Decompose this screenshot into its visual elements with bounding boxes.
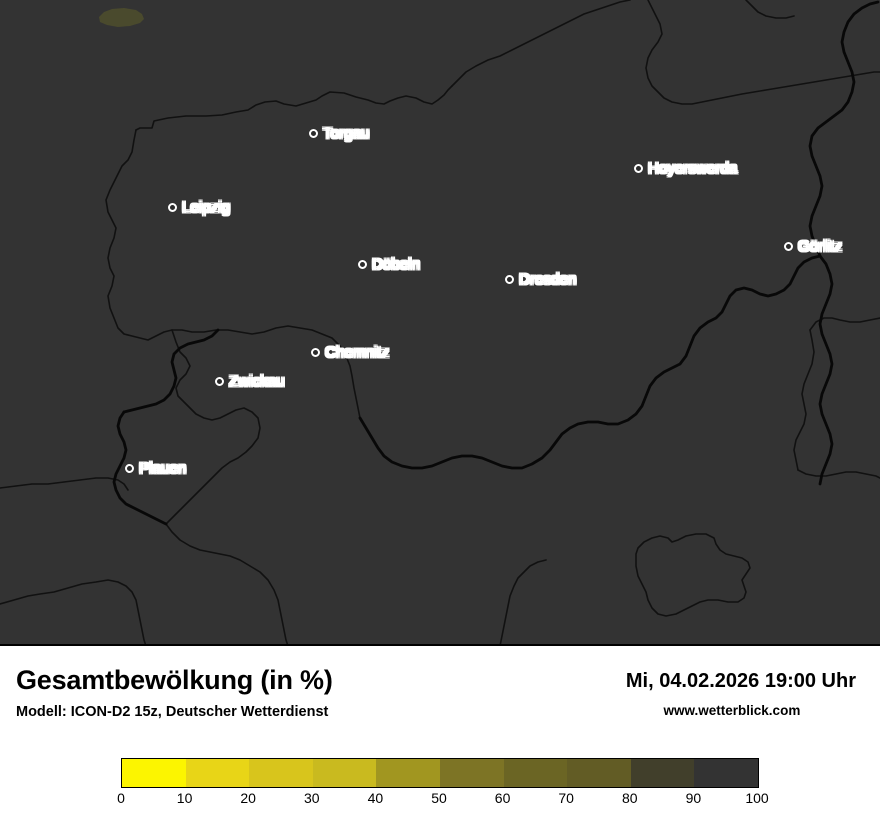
city-label-goerlitz: Görlitz xyxy=(798,238,843,255)
city-dot-icon xyxy=(168,203,177,212)
footer-panel: Gesamtbewölkung (in %) Modell: ICON-D2 1… xyxy=(0,646,880,830)
city-label-hoyerswerda: Hoyerswerda xyxy=(648,160,738,177)
meta-block: Mi, 04.02.2026 19:00 Uhr www.wetterblick… xyxy=(626,670,856,718)
map-background xyxy=(0,0,880,646)
colorbar-tick-20: 20 xyxy=(240,790,256,806)
city-marker-dresden[interactable]: Dresden xyxy=(505,271,576,288)
colorbar-segment-0-10 xyxy=(122,759,186,787)
colorbar-tick-50: 50 xyxy=(431,790,447,806)
city-dot-icon xyxy=(784,242,793,251)
colorbar-tick-0: 0 xyxy=(117,790,125,806)
valid-time-label: Mi, 04.02.2026 19:00 Uhr xyxy=(625,670,856,692)
colorbar-segment-30-40 xyxy=(312,759,377,787)
title-block: Gesamtbewölkung (in %) Modell: ICON-D2 1… xyxy=(16,665,333,720)
colorbar-segment-40-50 xyxy=(376,759,440,787)
city-marker-zwickau[interactable]: Zwickau xyxy=(215,373,285,390)
city-label-leipzig: Leipzig xyxy=(182,199,231,216)
colorbar-segment-50-60 xyxy=(439,759,504,787)
map-vector-layer xyxy=(0,0,880,646)
city-dot-icon xyxy=(215,377,224,386)
city-dot-icon xyxy=(125,464,134,473)
city-label-chemnitz: Chemnitz xyxy=(325,344,390,361)
colorbar-segment-90-100 xyxy=(694,759,758,787)
colorbar[interactable]: 0 10 20 30 40 50 60 70 80 90 100 xyxy=(117,758,769,812)
colorbar-tick-90: 90 xyxy=(685,790,702,806)
city-marker-hoyerswerda[interactable]: Hoyerswerda xyxy=(634,160,737,177)
cloud-cover-patch xyxy=(99,8,144,27)
city-label-plauen: Plauen xyxy=(139,460,187,477)
map-panel[interactable]: Torgau Hoyerswerda Leipzig Görlitz Döbel… xyxy=(0,0,880,646)
colorbar-segment-80-90 xyxy=(630,759,695,787)
city-dot-icon xyxy=(634,164,643,173)
colorbar-tick-80: 80 xyxy=(622,790,638,806)
city-marker-torgau[interactable]: Torgau xyxy=(309,125,369,142)
city-label-zwickau: Zwickau xyxy=(229,373,285,390)
city-label-doebeln: Döbeln xyxy=(372,256,421,273)
colorbar-tick-70: 70 xyxy=(558,790,574,806)
colorbar-tick-10: 10 xyxy=(176,790,193,806)
district-boundaries xyxy=(0,0,880,644)
colorbar-tick-100: 100 xyxy=(745,790,769,806)
city-marker-goerlitz[interactable]: Görlitz xyxy=(784,238,842,255)
colorbar-tick-60: 60 xyxy=(494,790,511,806)
city-dot-icon xyxy=(358,260,367,269)
city-dot-icon xyxy=(311,348,320,357)
colorbar-ticks: 0 10 20 30 40 50 60 70 80 90 100 xyxy=(117,790,769,812)
city-dot-icon xyxy=(505,275,514,284)
page-title: Gesamtbewölkung (in %) xyxy=(16,665,333,695)
site-url-label: www.wetterblick.com xyxy=(663,703,801,718)
city-dot-icon xyxy=(309,129,318,138)
colorbar-tick-40: 40 xyxy=(367,790,384,806)
city-marker-leipzig[interactable]: Leipzig xyxy=(168,199,230,216)
colorbar-tick-30: 30 xyxy=(304,790,320,806)
colorbar-segment-70-80 xyxy=(567,759,631,787)
city-marker-doebeln[interactable]: Döbeln xyxy=(358,256,420,273)
city-label-dresden: Dresden xyxy=(519,271,577,288)
city-marker-plauen[interactable]: Plauen xyxy=(125,460,186,477)
colorbar-segment-10-20 xyxy=(185,759,250,787)
city-label-torgau: Torgau xyxy=(323,125,370,142)
national-boundary xyxy=(112,0,880,526)
colorbar-segment-20-30 xyxy=(249,759,313,787)
model-subtitle: Modell: ICON-D2 15z, Deutscher Wetterdie… xyxy=(16,703,329,720)
colorbar-gradient[interactable] xyxy=(121,758,759,788)
colorbar-segment-60-70 xyxy=(503,759,568,787)
city-marker-chemnitz[interactable]: Chemnitz xyxy=(311,344,389,361)
